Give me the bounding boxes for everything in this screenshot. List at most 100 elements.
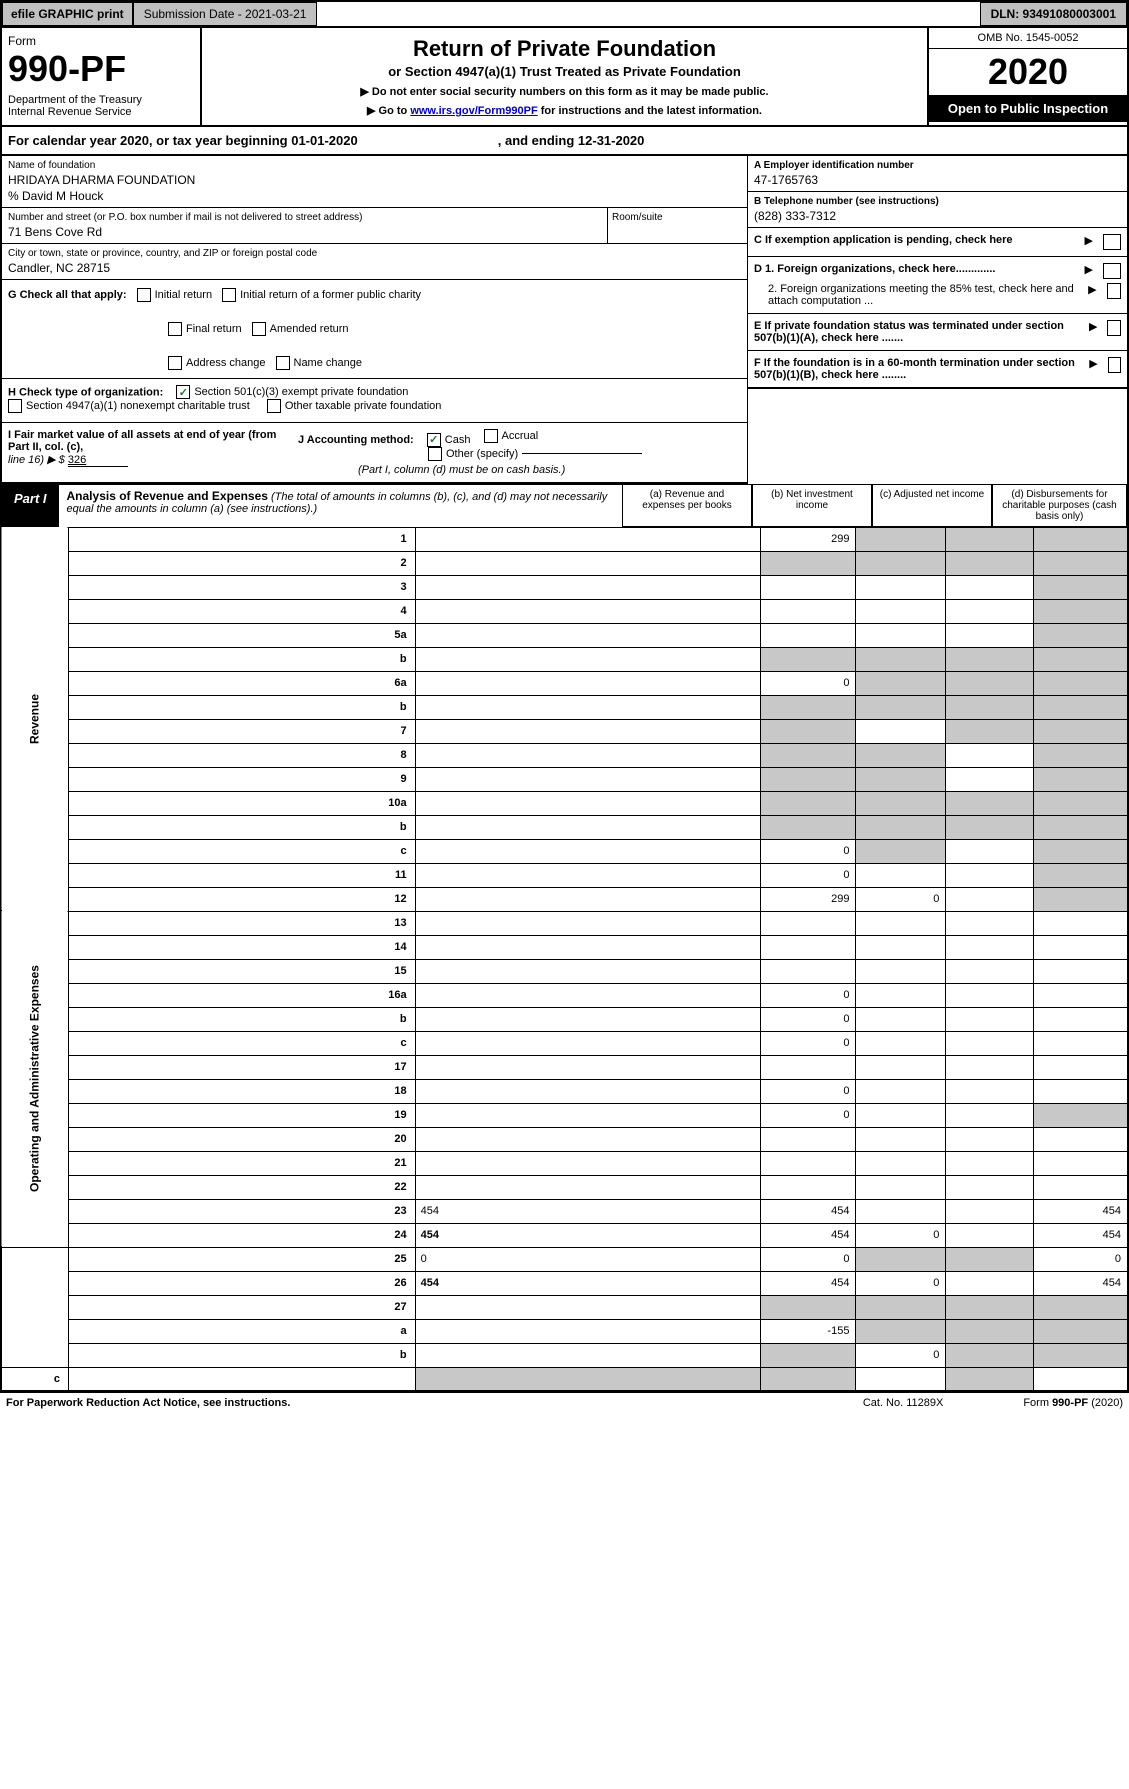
cell-d <box>1034 551 1128 575</box>
cb-final[interactable]: Final return <box>168 322 242 336</box>
cell-d <box>1034 1007 1128 1031</box>
cell-b: 0 <box>856 1343 946 1367</box>
d2-label: 2. Foreign organizations meeting the 85%… <box>754 283 1088 307</box>
cell-d: 454 <box>1034 1271 1128 1295</box>
row-num: b <box>69 1343 416 1367</box>
cb-lbl: Amended return <box>270 323 349 335</box>
cb-cash[interactable]: Cash <box>427 433 471 447</box>
row-desc <box>415 767 761 791</box>
checkbox-icon[interactable] <box>1103 234 1121 250</box>
cell-c <box>946 671 1034 695</box>
cb-501c3[interactable]: Section 501(c)(3) exempt private foundat… <box>176 385 408 399</box>
cell-c <box>946 959 1034 983</box>
addr-val: 71 Bens Cove Rd <box>8 225 601 239</box>
cell-d <box>1034 791 1128 815</box>
row-num: 26 <box>69 1271 416 1295</box>
cell-c <box>946 1343 1034 1367</box>
cb-other-method[interactable]: Other (specify) <box>428 447 642 461</box>
cell-d <box>1034 1343 1128 1367</box>
cell-b <box>856 959 946 983</box>
cell-d <box>1034 647 1128 671</box>
addr-block: Number and street (or P.O. box number if… <box>2 208 607 243</box>
cell-d <box>1034 1031 1128 1055</box>
cb-accrual[interactable]: Accrual <box>484 429 539 443</box>
cell-b <box>856 1031 946 1055</box>
irs-link[interactable]: www.irs.gov/Form990PF <box>410 105 537 117</box>
dln: DLN: 93491080003001 <box>980 2 1127 26</box>
cb-initial[interactable]: Initial return <box>137 288 212 302</box>
row-num: 4 <box>69 599 416 623</box>
cell-a <box>761 719 856 743</box>
table-row: b <box>1 647 1128 671</box>
expenses-side-label: Operating and Administrative Expenses <box>1 911 69 1247</box>
cb-addr-change[interactable]: Address change <box>168 356 266 370</box>
cell-c <box>946 695 1034 719</box>
cell-d <box>1034 863 1128 887</box>
table-row: 180 <box>1 1079 1128 1103</box>
checkbox-icon <box>252 322 266 336</box>
cell-a <box>761 551 856 575</box>
arrow-icon: ▶ <box>1085 263 1099 279</box>
omb-number: OMB No. 1545-0052 <box>929 28 1127 49</box>
cell-b <box>856 671 946 695</box>
row-num: 7 <box>69 719 416 743</box>
cell-d <box>1034 599 1128 623</box>
cb-4947[interactable]: Section 4947(a)(1) nonexempt charitable … <box>8 399 250 413</box>
efile-btn[interactable]: efile GRAPHIC print <box>2 2 133 26</box>
checkbox-icon[interactable] <box>1107 283 1121 299</box>
table-row: 5a <box>1 623 1128 647</box>
row-num: c <box>69 839 416 863</box>
cell-c <box>946 815 1034 839</box>
cell-a: 0 <box>761 1007 856 1031</box>
row-desc <box>415 959 761 983</box>
row-num: 16a <box>69 983 416 1007</box>
cell-d <box>1034 1295 1128 1319</box>
cell-d <box>1034 959 1128 983</box>
cb-other-tax[interactable]: Other taxable private foundation <box>267 399 442 413</box>
checkbox-icon[interactable] <box>1103 263 1121 279</box>
table-row: 4 <box>1 599 1128 623</box>
room-label: Room/suite <box>612 212 663 223</box>
j-label: J Accounting method: <box>298 434 414 446</box>
row-desc <box>415 1151 761 1175</box>
cell-c <box>946 1079 1034 1103</box>
cell-c <box>946 887 1034 911</box>
checkbox-icon[interactable] <box>1107 320 1121 336</box>
cell-b <box>856 1199 946 1223</box>
cat-no: Cat. No. 11289X <box>863 1397 944 1409</box>
cell-d <box>1034 839 1128 863</box>
row-desc <box>415 647 761 671</box>
row-num: 13 <box>69 911 416 935</box>
note-link: ▶ Go to www.irs.gov/Form990PF for instru… <box>210 104 919 117</box>
cell-d <box>1034 1319 1128 1343</box>
cell-b <box>856 743 946 767</box>
cb-name-change[interactable]: Name change <box>276 356 363 370</box>
arrow-icon: ▶ <box>1088 283 1102 307</box>
row-num: 6a <box>69 671 416 695</box>
table-row: 2 <box>1 551 1128 575</box>
checkbox-icon[interactable] <box>1108 357 1121 373</box>
cell-c <box>946 1247 1034 1271</box>
cell-c <box>946 647 1034 671</box>
row-num: 2 <box>69 551 416 575</box>
table-row: 22 <box>1 1175 1128 1199</box>
cell-d <box>1034 1103 1128 1127</box>
table-row: 122990 <box>1 887 1128 911</box>
tax-year: 2020 <box>929 49 1127 95</box>
row-desc: 454 <box>415 1271 761 1295</box>
table-row: a-155 <box>1 1319 1128 1343</box>
row-desc <box>415 671 761 695</box>
cell-d <box>1034 743 1128 767</box>
cb-amended[interactable]: Amended return <box>252 322 349 336</box>
cb-lbl: Section 4947(a)(1) nonexempt charitable … <box>26 400 250 412</box>
cb-initial-former[interactable]: Initial return of a former public charit… <box>222 288 421 302</box>
cell-d <box>1034 1055 1128 1079</box>
checkbox-icon <box>8 399 22 413</box>
cell-c <box>946 719 1034 743</box>
i-line: line 16) ▶ $ <box>8 454 65 466</box>
row-desc <box>415 623 761 647</box>
row-num: 23 <box>69 1199 416 1223</box>
cell-d <box>1034 911 1128 935</box>
cell-b <box>856 935 946 959</box>
cb-lbl: Accrual <box>502 430 539 442</box>
